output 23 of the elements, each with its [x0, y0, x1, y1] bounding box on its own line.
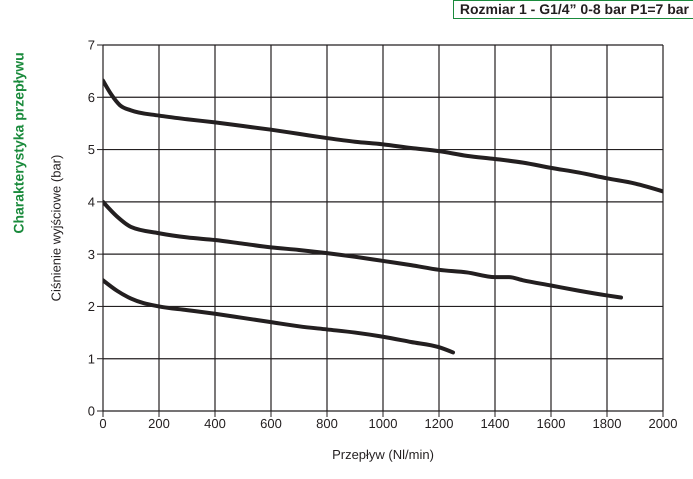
x-tick-label: 1000 — [368, 416, 398, 432]
x-tick-label: 1600 — [536, 416, 566, 432]
y-tick-label: 7 — [88, 38, 95, 53]
x-tick-label: 600 — [260, 416, 282, 432]
x-tick-label: 2000 — [648, 416, 678, 432]
y-tick-label: 3 — [88, 246, 95, 262]
y-tick-label: 5 — [88, 142, 95, 158]
y-tick-label: 2 — [88, 299, 95, 314]
y-tick-label: 4 — [88, 194, 95, 210]
y-tick-label: 6 — [88, 90, 95, 105]
y-axis-title: Ciśnienie wyjściowe (bar) — [48, 154, 64, 302]
chart-subtitle: Rozmiar 1 - G1/4” 0-8 bar P1=7 bar — [452, 0, 693, 19]
x-tick-label: 800 — [316, 416, 338, 432]
x-tick-label: 1200 — [424, 416, 454, 432]
x-tick-label: 0 — [99, 416, 107, 432]
x-tick-label: 400 — [204, 416, 226, 432]
y-tick-label: 0 — [88, 404, 95, 419]
y-tick-label: 1 — [88, 351, 95, 366]
x-tick-label: 200 — [148, 416, 170, 432]
x-tick-label: 1400 — [480, 416, 510, 432]
x-tick-label: 1800 — [592, 416, 622, 432]
text: Charakterystyka przepływu — [11, 52, 27, 234]
x-axis-title: Przepływ (Nl/min) — [332, 447, 434, 462]
